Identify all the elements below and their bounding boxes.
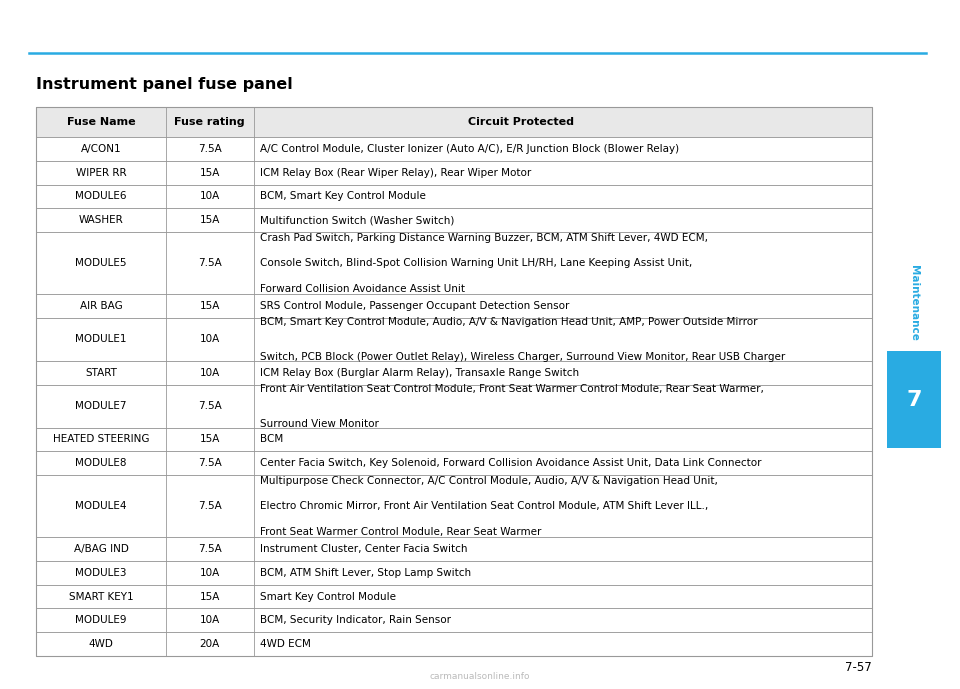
Text: A/CON1: A/CON1 xyxy=(81,144,122,154)
Text: MODULE3: MODULE3 xyxy=(76,568,127,578)
Bar xyxy=(36,633,872,656)
Text: Center Facia Switch, Key Solenoid, Forward Collision Avoidance Assist Unit, Data: Center Facia Switch, Key Solenoid, Forwa… xyxy=(260,458,762,469)
Text: 10A: 10A xyxy=(200,615,220,626)
Text: ICM Relay Box (Burglar Alarm Relay), Transaxle Range Switch: ICM Relay Box (Burglar Alarm Relay), Tra… xyxy=(260,368,580,378)
Bar xyxy=(36,161,872,185)
Bar xyxy=(36,475,872,537)
Text: SMART KEY1: SMART KEY1 xyxy=(69,592,133,601)
Text: 7.5A: 7.5A xyxy=(198,458,222,469)
Bar xyxy=(36,318,872,361)
Text: ICM Relay Box (Rear Wiper Relay), Rear Wiper Motor: ICM Relay Box (Rear Wiper Relay), Rear W… xyxy=(260,167,532,178)
Bar xyxy=(36,384,872,428)
Bar xyxy=(36,137,872,161)
Bar xyxy=(36,232,872,294)
Bar xyxy=(887,351,941,448)
Text: 7-57: 7-57 xyxy=(845,661,872,674)
Text: AIR BAG: AIR BAG xyxy=(80,301,123,311)
Text: Surround View Monitor: Surround View Monitor xyxy=(260,419,379,429)
Bar xyxy=(36,208,872,232)
Text: MODULE9: MODULE9 xyxy=(76,615,127,626)
Text: Multifunction Switch (Washer Switch): Multifunction Switch (Washer Switch) xyxy=(260,215,455,225)
Text: Multipurpose Check Connector, A/C Control Module, Audio, A/V & Navigation Head U: Multipurpose Check Connector, A/C Contro… xyxy=(260,475,718,486)
Text: BCM: BCM xyxy=(260,435,283,444)
Text: MODULE6: MODULE6 xyxy=(76,192,127,201)
Bar xyxy=(36,361,872,384)
Bar xyxy=(36,294,872,318)
Text: HEATED STEERING: HEATED STEERING xyxy=(53,435,150,444)
Text: MODULE5: MODULE5 xyxy=(76,258,127,268)
Text: Instrument panel fuse panel: Instrument panel fuse panel xyxy=(36,76,293,92)
Text: 7.5A: 7.5A xyxy=(198,144,222,154)
Text: WIPER RR: WIPER RR xyxy=(76,167,127,178)
Text: 7: 7 xyxy=(906,389,922,410)
Text: 20A: 20A xyxy=(200,639,220,649)
Text: 10A: 10A xyxy=(200,568,220,578)
Text: MODULE7: MODULE7 xyxy=(76,401,127,411)
Text: 7.5A: 7.5A xyxy=(198,401,222,411)
Text: Electro Chromic Mirror, Front Air Ventilation Seat Control Module, ATM Shift Lev: Electro Chromic Mirror, Front Air Ventil… xyxy=(260,501,708,511)
Text: Fuse rating: Fuse rating xyxy=(175,117,245,127)
Text: MODULE1: MODULE1 xyxy=(76,334,127,344)
Text: Crash Pad Switch, Parking Distance Warning Buzzer, BCM, ATM Shift Lever, 4WD ECM: Crash Pad Switch, Parking Distance Warni… xyxy=(260,233,708,243)
Text: MODULE8: MODULE8 xyxy=(76,458,127,469)
Bar xyxy=(36,608,872,633)
Text: 7.5A: 7.5A xyxy=(198,544,222,554)
Text: Circuit Protected: Circuit Protected xyxy=(468,117,574,127)
Text: SRS Control Module, Passenger Occupant Detection Sensor: SRS Control Module, Passenger Occupant D… xyxy=(260,301,569,311)
Bar xyxy=(36,561,872,585)
Bar xyxy=(36,107,872,656)
Text: BCM, Smart Key Control Module, Audio, A/V & Navigation Head Unit, AMP, Power Out: BCM, Smart Key Control Module, Audio, A/… xyxy=(260,317,757,327)
Text: Front Seat Warmer Control Module, Rear Seat Warmer: Front Seat Warmer Control Module, Rear S… xyxy=(260,526,541,537)
Bar xyxy=(36,185,872,208)
Bar xyxy=(36,428,872,451)
Text: 15A: 15A xyxy=(200,167,220,178)
Text: MODULE4: MODULE4 xyxy=(76,501,127,511)
Text: 15A: 15A xyxy=(200,215,220,225)
Text: START: START xyxy=(85,368,117,378)
Bar xyxy=(36,451,872,475)
Text: 10A: 10A xyxy=(200,368,220,378)
Text: carmanualsonline.info: carmanualsonline.info xyxy=(430,672,530,681)
Text: 15A: 15A xyxy=(200,435,220,444)
Text: BCM, ATM Shift Lever, Stop Lamp Switch: BCM, ATM Shift Lever, Stop Lamp Switch xyxy=(260,568,471,578)
Bar xyxy=(36,585,872,608)
Text: Front Air Ventilation Seat Control Module, Front Seat Warmer Control Module, Rea: Front Air Ventilation Seat Control Modul… xyxy=(260,384,764,393)
Text: Console Switch, Blind-Spot Collision Warning Unit LH/RH, Lane Keeping Assist Uni: Console Switch, Blind-Spot Collision War… xyxy=(260,258,692,268)
Text: A/C Control Module, Cluster Ionizer (Auto A/C), E/R Junction Block (Blower Relay: A/C Control Module, Cluster Ionizer (Aut… xyxy=(260,144,680,154)
Text: BCM, Security Indicator, Rain Sensor: BCM, Security Indicator, Rain Sensor xyxy=(260,615,451,626)
Text: BCM, Smart Key Control Module: BCM, Smart Key Control Module xyxy=(260,192,426,201)
Text: Maintenance: Maintenance xyxy=(909,265,919,341)
Text: 7.5A: 7.5A xyxy=(198,501,222,511)
Text: 4WD: 4WD xyxy=(88,639,113,649)
Text: WASHER: WASHER xyxy=(79,215,124,225)
Text: 15A: 15A xyxy=(200,301,220,311)
Text: Fuse Name: Fuse Name xyxy=(67,117,135,127)
Text: Smart Key Control Module: Smart Key Control Module xyxy=(260,592,396,601)
Text: Instrument Cluster, Center Facia Switch: Instrument Cluster, Center Facia Switch xyxy=(260,544,468,554)
Text: 10A: 10A xyxy=(200,334,220,344)
Text: 7.5A: 7.5A xyxy=(198,258,222,268)
Text: 10A: 10A xyxy=(200,192,220,201)
Bar xyxy=(36,107,872,137)
Text: Forward Collision Avoidance Assist Unit: Forward Collision Avoidance Assist Unit xyxy=(260,284,466,294)
Bar xyxy=(36,537,872,561)
Text: 15A: 15A xyxy=(200,592,220,601)
Text: Switch, PCB Block (Power Outlet Relay), Wireless Charger, Surround View Monitor,: Switch, PCB Block (Power Outlet Relay), … xyxy=(260,352,785,362)
Text: A/BAG IND: A/BAG IND xyxy=(74,544,129,554)
Text: 4WD ECM: 4WD ECM xyxy=(260,639,311,649)
